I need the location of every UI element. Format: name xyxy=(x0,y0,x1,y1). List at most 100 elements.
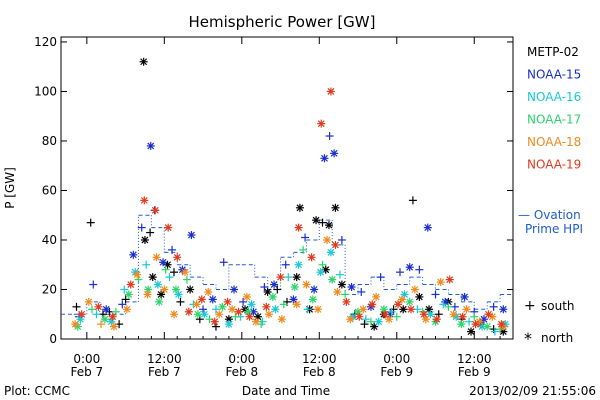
data-point xyxy=(308,295,317,304)
data-point xyxy=(366,317,375,326)
data-point xyxy=(310,285,319,294)
marker-legend-label: north xyxy=(541,331,573,345)
data-point xyxy=(445,275,454,284)
data-point xyxy=(292,300,301,309)
data-point xyxy=(465,317,474,326)
x-tick-time: 0:00 xyxy=(383,352,410,366)
data-point xyxy=(144,285,153,294)
footer-left: Plot: CCMC xyxy=(4,384,70,398)
data-point xyxy=(228,305,237,314)
data-point xyxy=(171,285,180,294)
data-point xyxy=(290,283,299,292)
data-point xyxy=(159,258,168,267)
x-tick-date: Feb 9 xyxy=(458,365,491,379)
data-point xyxy=(211,305,220,314)
legend-item: METP-02 xyxy=(527,45,579,59)
legend-item: NOAA-16 xyxy=(527,90,581,104)
data-point xyxy=(431,290,440,299)
data-point xyxy=(102,305,111,314)
data-point xyxy=(184,307,193,316)
x-tick-time: 12:00 xyxy=(302,352,337,366)
data-point xyxy=(337,280,346,289)
data-point xyxy=(328,275,337,284)
data-point xyxy=(148,273,157,282)
x-tick-time: 0:00 xyxy=(228,352,255,366)
data-point xyxy=(180,268,189,277)
data-point xyxy=(134,275,143,284)
data-point xyxy=(357,287,366,296)
data-point xyxy=(262,302,271,311)
data-point xyxy=(292,273,301,282)
data-point xyxy=(313,305,322,314)
y-tick-label: 0 xyxy=(49,332,57,346)
marker-legend-label: south xyxy=(541,299,575,313)
data-point xyxy=(111,307,120,316)
data-point xyxy=(276,273,285,282)
data-point xyxy=(279,300,288,309)
data-point xyxy=(160,285,169,294)
data-point xyxy=(376,273,385,282)
data-point xyxy=(294,223,303,232)
data-point xyxy=(182,275,191,284)
data-point xyxy=(379,305,388,314)
data-point xyxy=(432,315,441,324)
data-point xyxy=(165,273,174,282)
data-point xyxy=(244,307,253,316)
data-point xyxy=(129,250,138,259)
data-point xyxy=(342,297,351,306)
data-point xyxy=(316,268,325,277)
data-point xyxy=(108,312,117,321)
data-point xyxy=(359,305,368,314)
data-point xyxy=(317,119,326,128)
series-legend: METP-02 NOAA-15 NOAA-16 NOAA-17 NOAA-18 NOAA-… xyxy=(527,45,581,172)
data-point xyxy=(457,320,466,329)
data-point xyxy=(139,57,148,66)
data-point xyxy=(268,292,277,301)
data-point xyxy=(146,141,155,150)
data-point xyxy=(142,260,151,269)
data-point xyxy=(372,292,381,301)
data-point xyxy=(204,287,213,296)
data-point xyxy=(86,218,95,227)
legend-item: NOAA-19 xyxy=(527,158,581,172)
data-point xyxy=(423,223,432,232)
data-point xyxy=(137,223,146,232)
data-point xyxy=(187,231,196,240)
data-point xyxy=(84,297,93,306)
data-point xyxy=(94,302,103,311)
y-tick-label: 100 xyxy=(34,84,57,98)
data-point xyxy=(381,310,390,319)
data-point xyxy=(323,235,332,244)
data-point xyxy=(152,253,161,262)
data-point xyxy=(197,295,206,304)
data-point xyxy=(199,305,208,314)
data-point xyxy=(295,203,304,212)
data-point xyxy=(444,302,453,311)
data-point xyxy=(302,280,311,289)
data-point xyxy=(325,132,334,141)
data-point xyxy=(483,322,492,331)
data-point xyxy=(326,248,335,257)
marker-legend-symbol: * xyxy=(524,329,532,348)
data-point xyxy=(331,203,340,212)
data-point xyxy=(170,268,178,277)
data-point xyxy=(425,305,434,314)
data-point xyxy=(394,300,403,309)
data-point xyxy=(489,302,498,311)
data-point xyxy=(263,287,272,296)
chart-title: Hemispheric Power [GW] xyxy=(189,13,376,31)
data-point xyxy=(408,196,417,205)
data-point xyxy=(385,315,394,324)
data-point xyxy=(200,310,209,319)
data-point xyxy=(330,149,339,158)
data-point xyxy=(239,297,248,306)
data-point xyxy=(234,307,243,316)
data-point xyxy=(120,285,129,294)
x-tick-date: Feb 8 xyxy=(303,365,336,379)
data-point xyxy=(208,295,217,304)
data-point xyxy=(186,285,195,294)
data-point xyxy=(71,320,80,329)
data-point xyxy=(153,280,162,289)
data-point xyxy=(219,258,228,267)
